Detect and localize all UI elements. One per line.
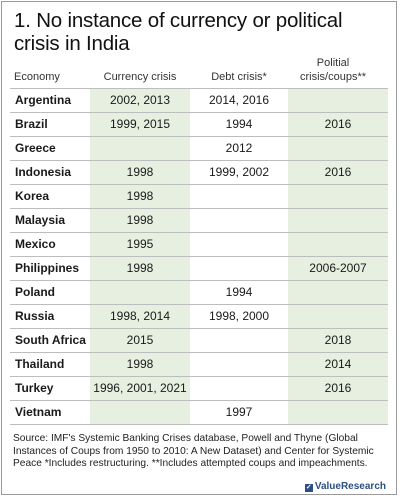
debt-cell	[189, 232, 289, 256]
political-cell	[288, 280, 388, 304]
currency-cell: 1998	[126, 189, 154, 203]
debt-cell: 1997	[225, 405, 253, 419]
row-divider	[10, 376, 388, 377]
table-row: Indonesia 1998 1999, 2002 2016	[2, 160, 396, 184]
debt-cell: 2014, 2016	[208, 93, 270, 107]
political-cell: 2016	[324, 165, 352, 179]
table-row: Malaysia 1998	[2, 208, 396, 232]
table-row: Korea 1998	[2, 184, 396, 208]
currency-cell: 1998, 2014	[109, 309, 171, 323]
country-name: Argentina	[15, 93, 72, 107]
table-row: Russia 1998, 2014 1998, 2000	[2, 304, 396, 328]
debt-cell: 1998, 2000	[208, 309, 270, 323]
country-name: Vietnam	[15, 405, 62, 419]
table-row: Argentina 2002, 2013 2014, 2016	[2, 88, 396, 112]
country-name: Turkey	[15, 381, 54, 395]
political-cell	[288, 400, 388, 424]
row-divider	[10, 232, 388, 233]
debt-cell	[189, 352, 289, 376]
debt-cell: 1994	[225, 117, 253, 131]
country-name: Mexico	[15, 237, 56, 251]
debt-cell	[189, 376, 289, 400]
debt-cell: 2012	[225, 141, 253, 155]
header-debt-crisis: Debt crisis*	[211, 71, 267, 83]
page-title: 1. No instance of currency or political …	[14, 9, 343, 55]
currency-cell: 1999, 2015	[109, 117, 171, 131]
currency-cell: 1996, 2001, 2021	[93, 381, 187, 395]
brand-logo: ✓ ValueResearch	[304, 481, 386, 492]
currency-cell: 1998	[126, 165, 154, 179]
political-cell: 2006-2007	[309, 261, 367, 275]
row-divider	[10, 136, 388, 137]
political-cell	[288, 88, 388, 112]
currency-cell	[90, 136, 190, 160]
political-cell	[288, 136, 388, 160]
table-row: Brazil 1999, 2015 1994 2016	[2, 112, 396, 136]
political-cell: 2014	[324, 357, 352, 371]
row-divider	[10, 184, 388, 185]
table-row: Greece 2012	[2, 136, 396, 160]
debt-cell	[189, 208, 289, 232]
country-name: Greece	[15, 141, 56, 155]
currency-cell: 1998	[126, 357, 154, 371]
brand-name: ValueResearch	[314, 481, 386, 492]
currency-cell: 1998	[126, 261, 154, 275]
country-name: Korea	[15, 189, 50, 203]
row-divider	[10, 400, 388, 401]
table-row: Philippines 1998 2006-2007	[2, 256, 396, 280]
political-cell	[288, 304, 388, 328]
currency-cell: 1998	[126, 213, 154, 227]
country-name: Russia	[15, 309, 55, 323]
political-cell: 2018	[324, 333, 352, 347]
currency-cell: 1995	[126, 237, 154, 251]
country-name: Indonesia	[15, 165, 72, 179]
header-economy: Economy	[14, 71, 60, 83]
currency-cell	[90, 280, 190, 304]
country-name: Philippines	[15, 261, 80, 275]
row-divider	[10, 256, 388, 257]
debt-cell: 1999, 2002	[208, 165, 270, 179]
row-divider	[10, 112, 388, 113]
political-cell	[288, 232, 388, 256]
row-divider	[10, 304, 388, 305]
table-row: Poland 1994	[2, 280, 396, 304]
table-row: Turkey 1996, 2001, 2021 2016	[2, 376, 396, 400]
row-divider	[10, 352, 388, 353]
currency-cell	[90, 400, 190, 424]
political-cell: 2016	[324, 381, 352, 395]
debt-cell	[189, 256, 289, 280]
row-divider	[10, 208, 388, 209]
debt-cell	[189, 184, 289, 208]
currency-cell: 2015	[126, 333, 154, 347]
country-name: Malaysia	[15, 213, 66, 227]
political-cell	[288, 184, 388, 208]
header-political-crisis: Politial crisis/coups**	[299, 57, 367, 83]
country-name: Brazil	[15, 117, 48, 131]
country-name: Thailand	[15, 357, 65, 371]
country-name: South Africa	[15, 333, 86, 347]
source-footnote: Source: IMF's Systemic Banking Crises da…	[13, 433, 374, 469]
row-divider	[10, 328, 388, 329]
row-divider	[10, 424, 388, 425]
political-cell	[288, 208, 388, 232]
currency-cell: 2002, 2013	[109, 93, 171, 107]
header-currency-crisis: Currency crisis	[103, 71, 177, 83]
political-cell: 2016	[324, 117, 352, 131]
header-divider	[10, 88, 388, 89]
table-row: Mexico 1995	[2, 232, 396, 256]
row-divider	[10, 280, 388, 281]
debt-cell: 1994	[225, 285, 253, 299]
debt-cell	[189, 328, 289, 352]
table-row: Thailand 1998 2014	[2, 352, 396, 376]
table-row: South Africa 2015 2018	[2, 328, 396, 352]
country-name: Poland	[15, 285, 56, 299]
brand-check-icon: ✓	[304, 484, 313, 492]
table-row: Vietnam 1997	[2, 400, 396, 424]
row-divider	[10, 160, 388, 161]
